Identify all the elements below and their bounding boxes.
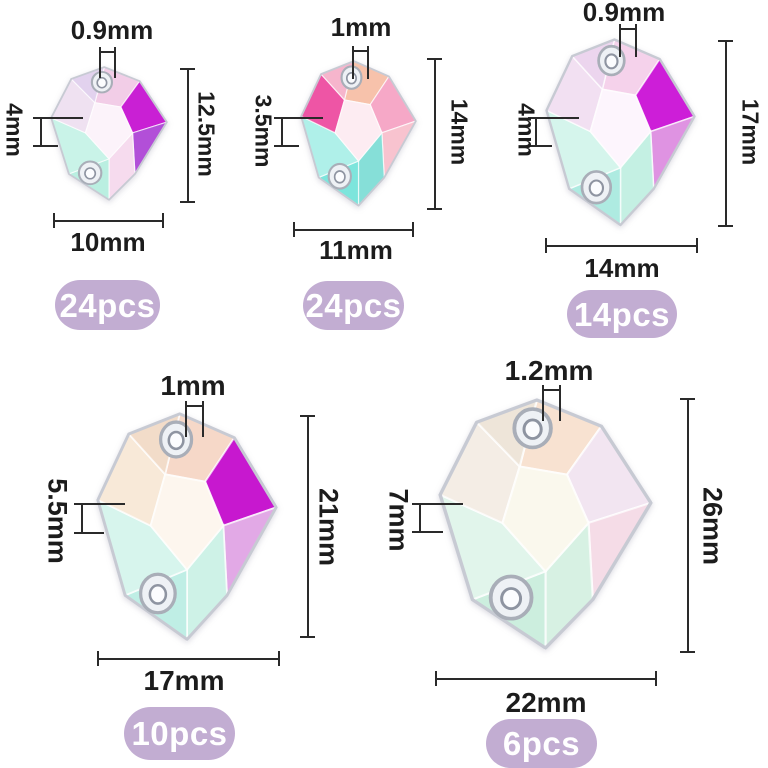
total-height-label: 26mm: [697, 486, 728, 566]
side-dimension-bracket: [412, 503, 463, 533]
height-dimension-line: [427, 58, 442, 210]
side-height-label: 4mm: [513, 103, 540, 157]
width-dimension-line: [435, 671, 657, 686]
hole-width-bracket: [619, 24, 637, 57]
height-dimension-line: [680, 398, 695, 653]
total-height-label: 12.5mm: [193, 91, 220, 177]
rhinestone-image-11mm: [300, 60, 417, 208]
hole-width-bracket: [99, 47, 116, 78]
count-badge: 10pcs: [124, 707, 235, 760]
hole-diameter-label: 1.2mm: [504, 355, 594, 386]
rhinestone-image-14mm: [545, 38, 696, 228]
height-dimension-line: [718, 40, 733, 227]
count-badge: 24pcs: [303, 281, 404, 330]
rhinestone-image-17mm: [96, 412, 278, 643]
hole-width-bracket: [185, 401, 204, 437]
count-badge: 24pcs: [55, 280, 160, 330]
width-dimension-line: [53, 213, 164, 228]
hole-diameter-label: 0.9mm: [70, 15, 154, 45]
rhinestone-image-10mm: [50, 66, 168, 202]
total-height-label: 14mm: [446, 98, 473, 166]
width-label: 22mm: [505, 687, 587, 718]
total-height-label: 17mm: [737, 98, 764, 166]
width-dimension-line: [293, 222, 414, 237]
height-dimension-line: [300, 415, 315, 638]
width-dimension-line: [97, 651, 280, 666]
side-dimension-bracket: [274, 117, 323, 147]
hole-width-bracket: [542, 385, 561, 421]
side-height-label: 3.5mm: [250, 94, 277, 168]
hole-width-bracket: [352, 46, 369, 79]
height-dimension-line: [180, 68, 195, 203]
hole-diameter-label: 1mm: [330, 12, 392, 42]
side-height-label: 5.5mm: [42, 478, 73, 564]
side-dimension-bracket: [528, 117, 579, 147]
width-dimension-line: [545, 238, 698, 253]
total-height-label: 21mm: [313, 487, 344, 567]
side-height-label: 4mm: [1, 103, 28, 157]
width-label: 10mm: [70, 227, 146, 257]
width-label: 17mm: [143, 665, 225, 696]
rhinestone-image-22mm: [438, 398, 653, 652]
width-label: 14mm: [584, 253, 660, 283]
side-dimension-bracket: [33, 117, 83, 147]
count-badge: 6pcs: [486, 719, 597, 768]
hole-diameter-label: 1mm: [160, 370, 226, 401]
width-label: 11mm: [319, 235, 393, 265]
side-height-label: 7mm: [383, 488, 414, 552]
count-badge: 14pcs: [567, 290, 677, 338]
side-dimension-bracket: [74, 503, 125, 534]
hole-diameter-label: 0.9mm: [582, 0, 666, 27]
